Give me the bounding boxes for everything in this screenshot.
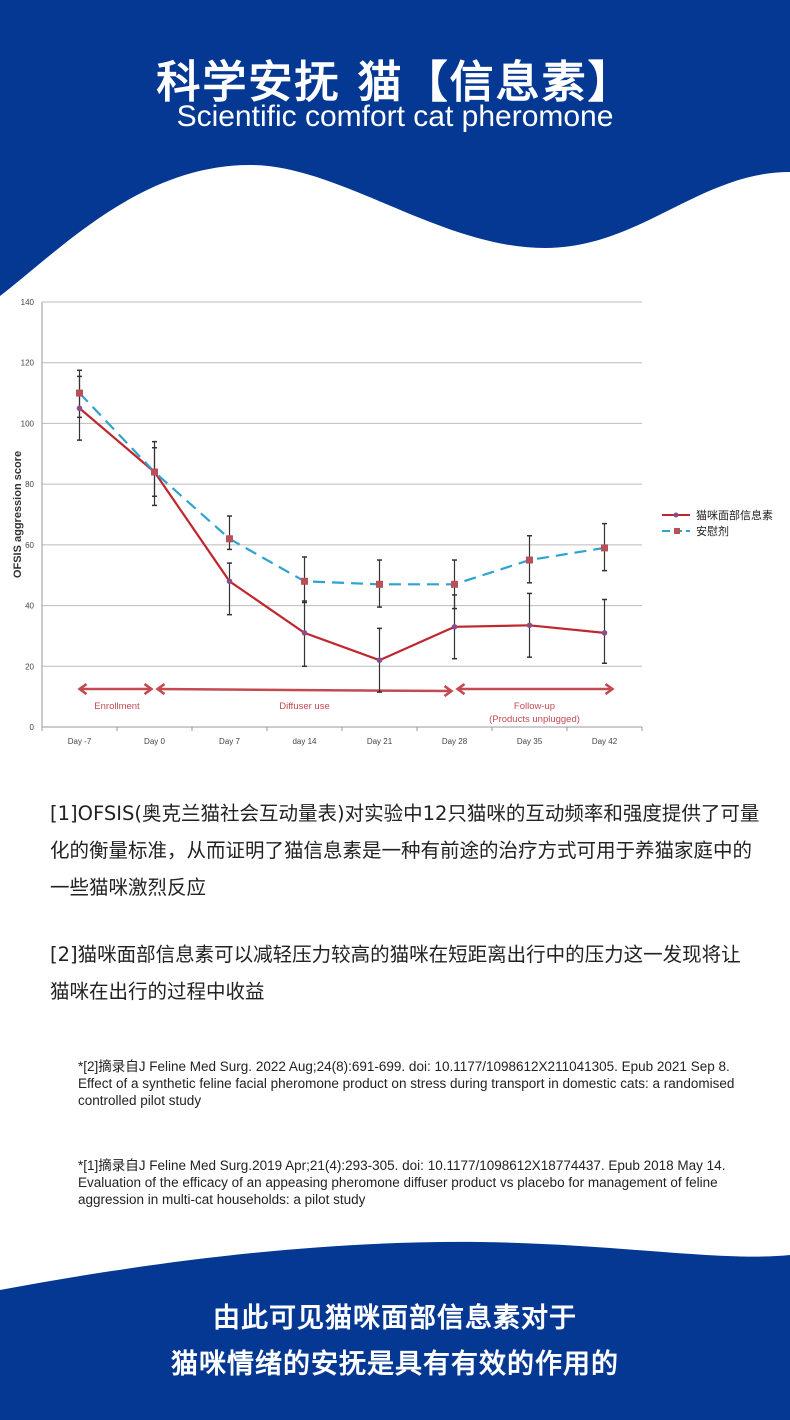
y-axis-label: OFSIS aggression score — [12, 451, 24, 578]
reference-citation: *[2]摘录自J Feline Med Surg. 2022 Aug;24(8)… — [78, 1059, 730, 1074]
x-tick-label: Day 28 — [442, 737, 468, 746]
conclusion-line-1: 由此可见猫咪面部信息素对于 — [213, 1303, 577, 1334]
legend-label: 安慰剂 — [696, 524, 729, 538]
phase-label: Diffuser use — [279, 701, 330, 712]
y-tick-label: 0 — [30, 723, 35, 732]
phase-arrow — [157, 687, 452, 693]
reference-title: Evaluation of the efficacy of an appeasi… — [78, 1175, 718, 1207]
placebo-marker — [301, 577, 308, 585]
y-tick-label: 100 — [21, 419, 35, 428]
pheromone-marker — [76, 405, 83, 412]
explanation-paragraph-1: [1]OFSIS(奥克兰猫社会互动量表)对实验中12只猫咪的互动频率和强度提供了… — [50, 802, 760, 899]
placebo-marker — [76, 389, 83, 397]
arrow-head-right — [443, 685, 454, 698]
x-tick-label: Day 0 — [144, 737, 165, 746]
y-tick-label: 140 — [21, 298, 35, 307]
series-line-placebo — [78, 392, 605, 586]
placebo-marker — [376, 580, 383, 588]
series-line-pheromone — [78, 407, 605, 662]
y-tick-label: 120 — [21, 359, 35, 368]
y-tick-label: 40 — [25, 602, 34, 611]
legend-label: 猫咪面部信息素 — [696, 508, 773, 522]
placebo-marker — [451, 580, 458, 588]
phase-label: Enrollment — [94, 701, 140, 712]
pheromone-marker — [601, 630, 608, 636]
arrow-head-right — [143, 683, 154, 696]
explanation-paragraph-2: [2]猫咪面部信息素可以减轻压力较高的猫咪在短距离出行中的压力这一发现将让猫咪在… — [50, 943, 741, 1003]
phase-label: (Products unplugged) — [489, 714, 580, 725]
page-title: 科学安抚 猫【信息素】 — [156, 57, 634, 108]
x-tick-label: Day 7 — [219, 737, 240, 746]
footer-wave — [0, 1241, 790, 1420]
aggression-score-chart: 0 20 40 60 80 100 120 140 Day -7 Day 0 Day 7 day 14… — [12, 298, 773, 746]
x-tick-label: Day -7 — [68, 737, 92, 746]
x-tick-label: day 14 — [292, 737, 317, 746]
arrow-head-right — [604, 683, 615, 696]
legend-marker — [674, 528, 680, 534]
page-subtitle: Scientific comfort cat pheromone — [176, 100, 614, 133]
placebo-marker — [226, 535, 233, 543]
y-tick-label: 80 — [25, 480, 34, 489]
pheromone-marker — [301, 630, 308, 636]
conclusion-line-2: 猫咪情绪的安抚是具有有效的作用的 — [171, 1349, 619, 1380]
placebo-marker — [526, 556, 533, 564]
arrow-head-left — [77, 683, 88, 696]
phase-label: Follow-up — [514, 701, 555, 712]
placebo-marker — [601, 544, 608, 552]
placebo-marker — [151, 468, 158, 476]
header-wave — [0, 0, 790, 296]
y-tick-label: 20 — [25, 662, 34, 671]
reference-2: *[2]摘录自J Feline Med Surg. 2022 Aug;24(8)… — [78, 1058, 738, 1109]
reference-citation: *[1]摘录自J Feline Med Surg.2019 Apr;21(4):… — [78, 1158, 726, 1173]
x-tick-label: Day 35 — [517, 737, 543, 746]
pheromone-marker — [451, 624, 458, 630]
pheromone-marker — [376, 657, 383, 664]
pheromone-marker — [526, 622, 533, 629]
x-tick-label: Day 21 — [367, 737, 393, 746]
arrow-head-left — [455, 683, 466, 696]
arrow-head-left — [155, 683, 166, 696]
reference-1: *[1]摘录自J Feline Med Surg.2019 Apr;21(4):… — [78, 1157, 738, 1208]
reference-title: Effect of a synthetic feline facial pher… — [78, 1076, 735, 1108]
x-tick-label: Day 42 — [592, 737, 618, 746]
legend-marker — [673, 512, 679, 518]
y-tick-label: 60 — [25, 541, 34, 550]
pheromone-marker — [226, 578, 233, 585]
